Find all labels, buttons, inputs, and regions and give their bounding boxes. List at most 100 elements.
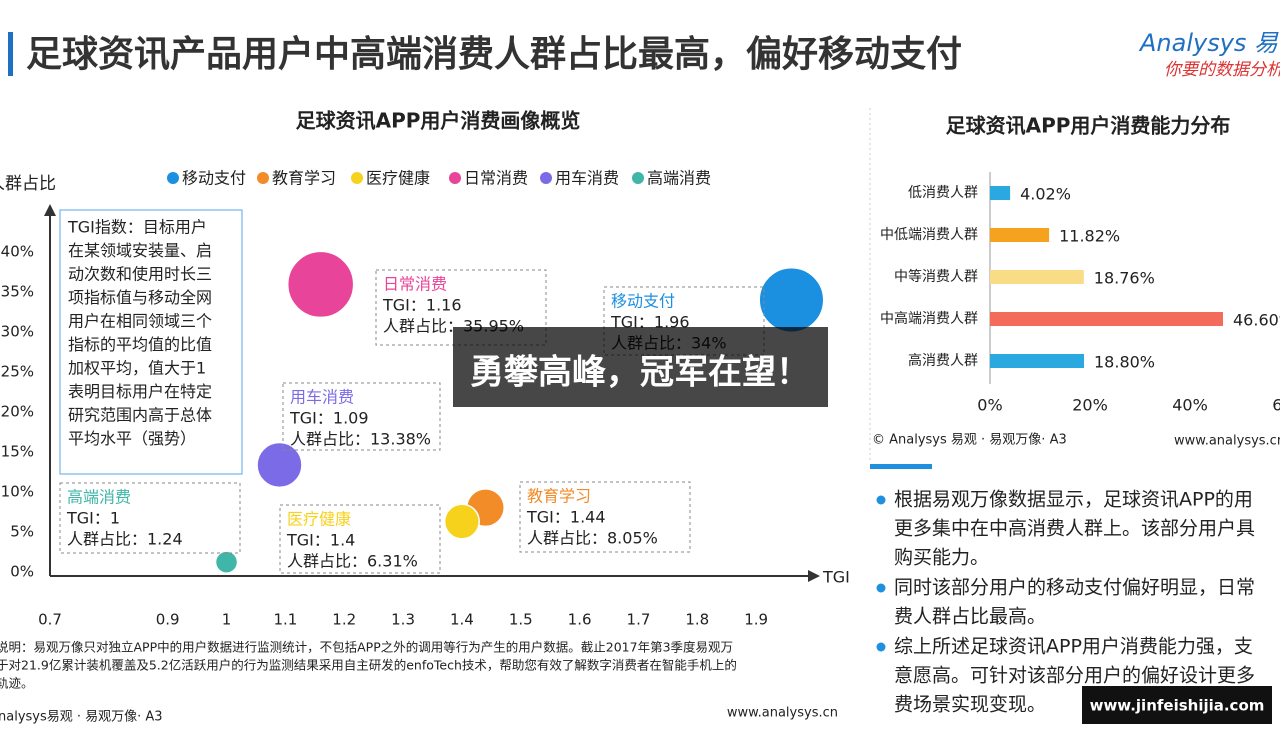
x-tick-label: 0.7 xyxy=(38,611,62,629)
label-x: TGI：1.44 xyxy=(526,508,606,527)
label-y: 人群占比：8.05% xyxy=(527,529,658,548)
label-x: TGI：1.96 xyxy=(610,313,690,332)
x-tick-label: 1 xyxy=(222,611,232,629)
value-label: 18.80% xyxy=(1094,353,1155,372)
y-tick-label: 0% xyxy=(10,563,34,581)
label-name: 日常消费 xyxy=(383,275,447,294)
caption: 说明：易观万像只对独立APP中的用户数据进行监测统计，不包括APP之外的调用等行… xyxy=(0,640,733,655)
axis-arrow xyxy=(808,570,820,582)
y-tick-label: 40% xyxy=(1,243,34,261)
bar xyxy=(990,312,1223,326)
label-name: 医疗健康 xyxy=(287,510,351,529)
label-name: 移动支付 xyxy=(611,292,675,311)
bullet-bar xyxy=(870,464,932,469)
note-line: 在某领域安装量、启 xyxy=(68,241,212,260)
note-box xyxy=(59,209,243,475)
slide-title: 足球资讯产品用户中高端消费人群占比最高，偏好移动支付 xyxy=(26,34,962,75)
note-line: 平均水平（强势） xyxy=(68,429,196,448)
chart-title: 足球资讯APP用户消费能力分布 xyxy=(946,114,1231,138)
legend-label: 日常消费 xyxy=(464,169,528,188)
legend-swatch xyxy=(167,172,179,184)
y-tick-label: 25% xyxy=(1,363,34,381)
legend-label: 高端消费 xyxy=(647,169,711,188)
bar xyxy=(990,228,1050,242)
label-x: TGI：1.4 xyxy=(286,531,355,550)
x-tick-label: 60% xyxy=(1272,396,1280,415)
watermark-bg xyxy=(1082,686,1272,724)
bullet-line: 更多集中在中高消费人群上。该部分用户具 xyxy=(894,518,1255,540)
y-tick-label: 中低端消费人群 xyxy=(880,227,978,243)
label-name: 高端消费 xyxy=(67,488,131,507)
bullet-dot xyxy=(876,583,886,593)
y-tick-label: 10% xyxy=(1,483,34,501)
bullet-line: 根据易观万像数据显示，足球资讯APP的用 xyxy=(894,489,1253,511)
chart-title: 足球资讯APP用户消费画像概览 xyxy=(296,109,581,133)
x-tick-label: 1.2 xyxy=(332,611,356,629)
label-x: TGI：1.16 xyxy=(382,296,462,315)
bar xyxy=(990,270,1084,284)
x-tick-label: 0.9 xyxy=(156,611,180,629)
label-y: 人群占比：13.38% xyxy=(290,430,431,449)
label-x: TGI：1 xyxy=(66,509,120,528)
note-line: 用户在相同领域三个 xyxy=(68,312,212,331)
overlay-text: 勇攀高峰，冠军在望！ xyxy=(470,353,810,393)
bullet-line: 意愿高。可针对该部分用户的偏好设计更多 xyxy=(894,665,1255,687)
legend-label: 用车消费 xyxy=(555,169,619,188)
caption: 轨迹。 xyxy=(0,676,34,691)
y-tick-label: 中等消费人群 xyxy=(894,268,978,285)
footer-source: © Analysys 易观 · 易观万像· A3 xyxy=(872,433,1067,448)
x-tick-label: 1.8 xyxy=(685,611,709,629)
watermark: www.jinfeishijia.com xyxy=(1090,697,1265,715)
legend-swatch xyxy=(449,172,461,184)
y-tick-label: 5% xyxy=(10,523,34,541)
label-box xyxy=(279,504,441,574)
slogan: 你要的数据分析 xyxy=(1164,60,1280,80)
legend-swatch xyxy=(351,172,363,184)
x-tick-label: 0% xyxy=(977,396,1002,415)
y-tick-label: 35% xyxy=(1,283,34,301)
title-bar xyxy=(8,32,13,76)
legend-label: 教育学习 xyxy=(272,169,336,188)
y-tick-label: 中高端消费人群 xyxy=(880,310,978,327)
bullet-line: 同时该部分用户的移动支付偏好明显，日常 xyxy=(894,577,1255,599)
label-box xyxy=(282,382,441,451)
x-axis-label: TGI xyxy=(822,568,850,587)
x-tick-label: 1.5 xyxy=(509,611,533,629)
label-box xyxy=(519,481,691,553)
x-tick-label: 1.6 xyxy=(568,611,592,629)
bullet-dot xyxy=(876,642,886,652)
x-tick-label: 1.7 xyxy=(627,611,651,629)
note-line: TGI指数：目标用户 xyxy=(67,218,207,237)
bubble xyxy=(286,250,355,319)
label-y: 人群占比：6.31% xyxy=(287,552,418,571)
x-tick-label: 1.3 xyxy=(391,611,415,629)
label-name: 用车消费 xyxy=(290,388,354,407)
overlay-bg xyxy=(453,327,828,407)
bar xyxy=(990,354,1084,368)
label-x: TGI：1.09 xyxy=(289,409,369,428)
axis-arrow xyxy=(44,204,56,216)
x-tick-label: 1.4 xyxy=(450,611,474,629)
x-tick-label: 1.1 xyxy=(273,611,297,629)
caption: 于对21.9亿累计装机覆盖及5.2亿活跃用户的行为监测结果采用自主研发的enfo… xyxy=(0,658,737,673)
footer-source: nalysys易观 · 易观万像· A3 xyxy=(0,710,163,725)
value-label: 4.02% xyxy=(1020,185,1071,204)
x-tick-label: 1.9 xyxy=(744,611,768,629)
label-box xyxy=(59,482,241,554)
legend-swatch xyxy=(257,172,269,184)
bubble xyxy=(758,267,825,333)
bullet-line: 综上所述足球资讯APP用户消费能力强，支 xyxy=(894,636,1253,658)
value-label: 46.60% xyxy=(1233,311,1280,330)
y-tick-label: 高消费人群 xyxy=(908,352,978,369)
note-line: 加权平均，值大于1 xyxy=(68,359,206,378)
legend-swatch xyxy=(632,172,644,184)
label-y: 人群占比：1.24 xyxy=(67,530,183,549)
bubble xyxy=(443,503,480,540)
x-tick-label: 40% xyxy=(1172,396,1208,415)
note-line: 项指标值与移动全网 xyxy=(68,288,212,307)
bubble xyxy=(256,441,303,489)
bullet-line: 费场景实现变现。 xyxy=(894,694,1046,716)
note-line: 研究范围内高于总体 xyxy=(68,406,212,425)
